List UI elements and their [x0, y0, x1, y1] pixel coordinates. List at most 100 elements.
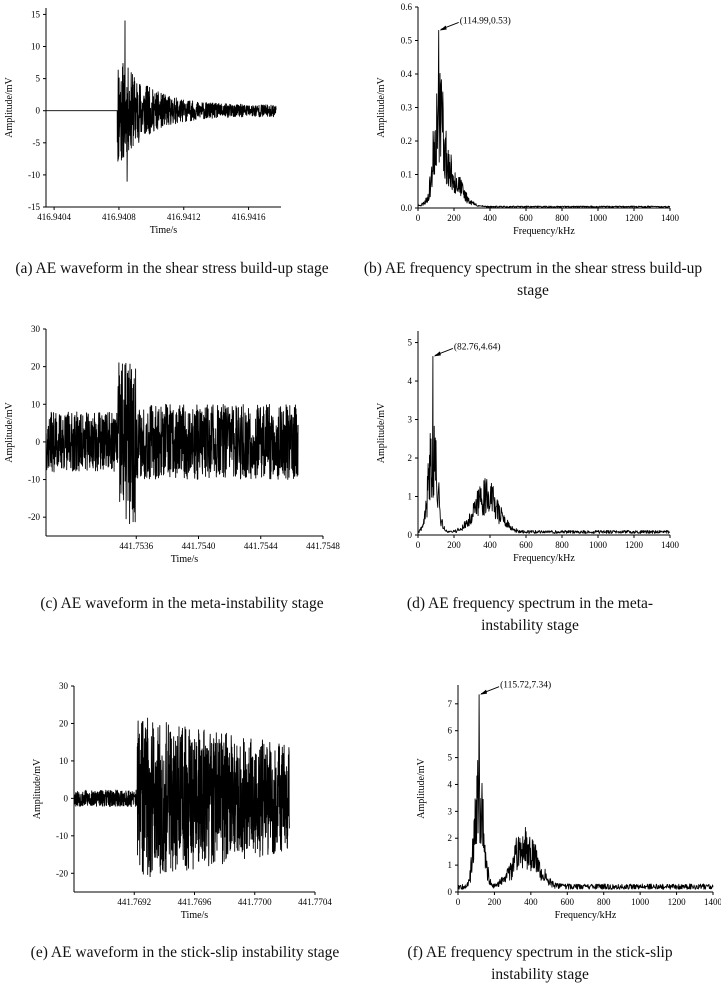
x-tick-label: 200	[447, 213, 461, 223]
y-tick-label: 7	[448, 699, 453, 709]
x-tick-label: 441.7544	[244, 541, 278, 551]
y-axis-label: Amplitude/mV	[376, 76, 387, 137]
y-tick-label: -5	[33, 138, 41, 148]
y-axis-label: Amplitude/mV	[4, 76, 15, 137]
y-tick-label: 10	[59, 756, 69, 766]
y-tick-label: 4	[408, 376, 413, 386]
y-tick-label: 5	[36, 74, 41, 84]
y-tick-label: 0.6	[401, 2, 413, 12]
y-tick-label: 20	[59, 718, 69, 728]
spectrum-series-line	[457, 694, 714, 890]
y-tick-label: 0.2	[401, 136, 412, 146]
chart-panel-c: 441.7536 441.7540 441.7544 441.7548 -20 -10 0 1…	[4, 324, 340, 565]
x-tick-label: 400	[483, 540, 497, 550]
chart-panel-a: 416.9404 416.9408 416.9412 416.9416 -15 -10 -5…	[4, 8, 281, 236]
y-tick-label: 1	[448, 860, 453, 870]
spectrum-series-line	[417, 29, 671, 208]
y-tick-label: 0	[36, 106, 41, 116]
x-tick-label: 1400	[661, 540, 680, 550]
x-tick-label: 416.9412	[167, 212, 201, 222]
x-tick-label: 400	[483, 213, 497, 223]
y-tick-label: 5	[408, 338, 413, 348]
x-tick-label: 1000	[589, 213, 608, 223]
x-axis-label: Frequency/kHz	[555, 910, 617, 921]
x-tick-label: 441.7536	[119, 541, 153, 551]
chart-panel-d: 0 200 400 600 800 1000 1200 1400 0 1 2 3 4 5 Frequency…	[376, 331, 680, 564]
y-tick-label: -10	[56, 831, 68, 841]
caption-e: (e) AE waveform in the stick-slip instab…	[30, 944, 340, 961]
x-tick-label: 441.7704	[298, 897, 332, 907]
y-tick-label: -10	[28, 475, 40, 485]
peak-arrowhead	[480, 689, 488, 695]
y-tick-label: 0	[408, 530, 413, 540]
y-tick-label: 0	[36, 437, 41, 447]
x-tick-label: 200	[447, 540, 461, 550]
x-axis-label: Frequency/kHz	[513, 226, 575, 237]
x-tick-label: 800	[555, 213, 569, 223]
x-tick-label: 800	[597, 897, 611, 907]
peak-arrowhead	[433, 351, 441, 357]
caption-a: (a) AE waveform in the shear stress buil…	[15, 260, 329, 277]
peak-annotation-label: (82.76,4.64)	[454, 341, 501, 352]
x-tick-label: 1000	[589, 540, 608, 550]
x-tick-label: 1400	[661, 213, 680, 223]
x-tick-label: 800	[555, 540, 569, 550]
waveform-series-line	[45, 362, 299, 525]
y-tick-label: 0	[64, 793, 69, 803]
y-tick-label: 10	[31, 42, 41, 52]
y-tick-label: 0.1	[401, 170, 412, 180]
caption-d: (d) AE frequency spectrum in the meta-in…	[406, 595, 654, 634]
caption-c: (c) AE waveform in the meta-instability …	[40, 595, 324, 612]
x-tick-label: 200	[488, 897, 502, 907]
peak-annotation-label: (114.99,0.53)	[460, 15, 511, 26]
x-tick-label: 1400	[704, 897, 721, 907]
y-tick-label: 4	[448, 779, 453, 789]
y-axis-label: Amplitude/mV	[416, 757, 427, 818]
y-tick-label: 30	[31, 324, 41, 334]
y-axis-label: Amplitude/mV	[376, 402, 387, 463]
x-tick-label: 441.7696	[178, 897, 212, 907]
x-tick-label: 0	[456, 897, 461, 907]
y-tick-label: 0	[448, 887, 453, 897]
x-tick-label: 0	[416, 540, 421, 550]
x-tick-label: 1200	[625, 540, 644, 550]
y-tick-label: 6	[448, 726, 453, 736]
spectrum-series-line	[417, 355, 671, 534]
chart-panel-e: 441.7692 441.7696 441.7700 441.7704 -20 -10 0 1…	[32, 681, 332, 921]
waveform-series-line	[45, 20, 277, 182]
x-tick-label: 441.7548	[306, 541, 340, 551]
y-tick-label: 0.5	[401, 36, 413, 46]
x-tick-label: 1200	[625, 213, 644, 223]
x-axis-label: Time/s	[150, 225, 178, 236]
y-tick-label: 3	[448, 806, 453, 816]
y-tick-label: 20	[31, 362, 41, 372]
y-tick-label: 1	[408, 492, 413, 502]
x-tick-label: 1200	[668, 897, 687, 907]
x-tick-label: 441.7700	[238, 897, 272, 907]
x-tick-label: 416.9404	[37, 212, 71, 222]
y-tick-label: 3	[408, 415, 413, 425]
y-tick-label: 5	[448, 753, 453, 763]
y-axis-label: Amplitude/mV	[4, 401, 15, 462]
x-axis-label: Time/s	[171, 554, 199, 565]
caption-b: (b) AE frequency spectrum in the shear s…	[363, 260, 703, 299]
x-tick-label: 0	[416, 213, 421, 223]
chart-panel-f: 0 200 400 600 800 1000 1200 1400 0 1 2 3 4 5 6 7 Frequen…	[416, 680, 721, 921]
x-tick-label: 600	[561, 897, 575, 907]
x-tick-label: 416.9416	[232, 212, 266, 222]
x-axis-label: Time/s	[181, 910, 209, 921]
chart-panel-b: 0 200 400 600 800 1000 1200 1400 0.0 0.1 0.2 0.3 0.4…	[376, 2, 680, 237]
y-tick-label: 0.0	[401, 203, 413, 213]
x-tick-label: 400	[524, 897, 538, 907]
peak-arrowhead	[439, 25, 447, 31]
y-tick-label: 15	[31, 9, 41, 19]
y-tick-label: 0.3	[401, 103, 413, 113]
y-tick-label: 0.4	[401, 69, 413, 79]
caption-f: (f) AE frequency spectrum in the stick-s…	[407, 944, 673, 983]
x-tick-label: 600	[519, 540, 533, 550]
y-tick-label: -10	[28, 170, 40, 180]
y-tick-label: 10	[31, 399, 41, 409]
peak-annotation-label: (115.72,7.34)	[500, 680, 551, 691]
waveform-series-line	[73, 717, 290, 878]
